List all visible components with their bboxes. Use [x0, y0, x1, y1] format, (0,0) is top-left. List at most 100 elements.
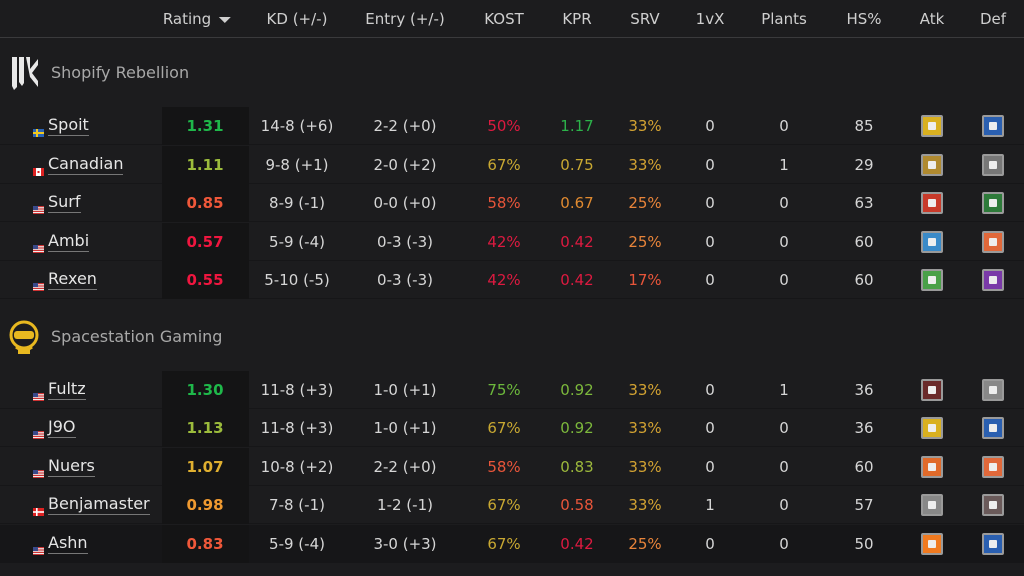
- srv-value: 25%: [628, 232, 662, 251]
- attack-operator-icon: [921, 230, 943, 253]
- column-label: Atk: [919, 10, 945, 28]
- defense-operator-icon: [982, 115, 1004, 137]
- rating-column-bg: [162, 409, 249, 447]
- rating-value: 1.13: [186, 419, 224, 437]
- flag-usa-icon: [33, 540, 44, 555]
- kd-value: 14-8 (+6): [260, 117, 334, 135]
- column-header-kpr[interactable]: KPR: [562, 10, 591, 28]
- player-row: J9O 1.13 11-8 (+3) 1-0 (+1) 0 0 36 67% 0.92 33%: [0, 409, 1024, 447]
- player-name-link[interactable]: Ashn: [48, 532, 88, 554]
- column-header-srv[interactable]: SRV: [630, 10, 659, 28]
- column-header-onevx[interactable]: 1vX: [696, 10, 725, 28]
- srv-value: 33%: [628, 419, 662, 437]
- kd-value: 5-9 (-4): [269, 232, 325, 251]
- kpr-value: 0.42: [560, 271, 594, 289]
- defense-operator-icon: [982, 230, 1004, 253]
- column-header-kost[interactable]: KOST: [484, 10, 524, 28]
- rating-column-bg: [162, 370, 249, 409]
- hs-value: 60: [854, 232, 874, 251]
- rating-column-bg: [162, 145, 249, 184]
- column-header-rating[interactable]: Rating: [163, 10, 232, 28]
- column-header-hs[interactable]: HS%: [846, 10, 881, 28]
- spacestation-gaming-logo: [8, 319, 40, 355]
- player-name-link[interactable]: Surf: [48, 192, 81, 213]
- team-name: Spacestation Gaming: [51, 326, 223, 346]
- kd-value: 5-9 (-4): [269, 534, 325, 553]
- kpr-value: 1.17: [560, 117, 594, 135]
- attack-operator-icon: [921, 192, 943, 214]
- onevx-value: 1: [705, 496, 715, 514]
- hs-value: 29: [854, 155, 874, 174]
- kpr-value: 0.42: [560, 534, 594, 553]
- rating-value: 0.83: [186, 534, 224, 553]
- column-label: KPR: [562, 10, 592, 28]
- kost-value: 67%: [487, 419, 521, 437]
- srv-value: 17%: [628, 271, 662, 289]
- rating-column-bg: [162, 184, 249, 222]
- plants-value: 0: [779, 194, 789, 212]
- team-name: Shopify Rebellion: [51, 63, 190, 82]
- kost-value: 67%: [487, 534, 521, 553]
- player-name-link[interactable]: Canadian: [48, 153, 124, 175]
- kpr-value: 0.58: [560, 496, 594, 514]
- defense-operator-icon: [982, 417, 1004, 439]
- attack-operator-icon: [921, 532, 943, 555]
- srv-value: 33%: [628, 117, 662, 135]
- rating-value: 0.98: [186, 496, 224, 514]
- flag-usa-icon: [33, 238, 44, 253]
- entry-value: 2-2 (+0): [373, 457, 437, 476]
- player-row: Spoit 1.31 14-8 (+6) 2-2 (+0) 0 0 85 50% 1.17 33…: [0, 107, 1024, 145]
- kd-value: 11-8 (+3): [260, 380, 334, 399]
- player-name-link[interactable]: Spoit: [48, 115, 89, 136]
- rating-column-bg: [162, 107, 249, 145]
- column-header-entry[interactable]: Entry (+/-): [365, 10, 444, 28]
- flag-usa-icon: [33, 424, 44, 439]
- column-header-plants[interactable]: Plants: [761, 10, 807, 28]
- column-header-kd[interactable]: KD (+/-): [267, 10, 328, 28]
- hs-value: 60: [854, 271, 874, 289]
- rating-value: 1.31: [186, 117, 224, 135]
- kd-value: 11-8 (+3): [260, 419, 334, 437]
- onevx-value: 0: [705, 534, 715, 553]
- column-label: SRV: [630, 10, 660, 28]
- column-header-def[interactable]: Def: [980, 10, 1006, 28]
- srv-value: 25%: [628, 194, 662, 212]
- srv-value: 33%: [628, 155, 662, 174]
- entry-value: 1-0 (+1): [373, 380, 437, 399]
- rating-column-bg: [162, 524, 249, 563]
- flag-canada-icon: [33, 161, 44, 176]
- plants-value: 1: [779, 380, 789, 399]
- team-header: Spacestation Gaming: [0, 303, 1024, 371]
- player-name-link[interactable]: Benjamaster: [48, 494, 150, 515]
- hs-value: 50: [854, 534, 874, 553]
- hs-value: 36: [854, 380, 874, 399]
- kost-value: 50%: [487, 117, 521, 135]
- kost-value: 58%: [487, 457, 521, 476]
- player-name-link[interactable]: Rexen: [48, 269, 97, 290]
- kd-value: 8-9 (-1): [269, 194, 325, 212]
- player-name-link[interactable]: Nuers: [48, 455, 95, 477]
- kd-value: 10-8 (+2): [260, 457, 334, 476]
- kost-value: 67%: [487, 155, 521, 174]
- srv-value: 33%: [628, 457, 662, 476]
- attack-operator-icon: [921, 455, 943, 478]
- kpr-value: 0.67: [560, 194, 594, 212]
- column-label: Def: [979, 10, 1007, 28]
- flag-usa-icon: [33, 386, 44, 401]
- entry-value: 3-0 (+3): [373, 534, 437, 553]
- rating-column-bg: [162, 486, 249, 524]
- rating-value: 1.11: [186, 155, 224, 174]
- sort-desc-icon[interactable]: [219, 16, 232, 23]
- player-name-link[interactable]: J9O: [48, 417, 76, 438]
- onevx-value: 0: [705, 155, 715, 174]
- attack-operator-icon: [921, 417, 943, 439]
- player-name-link[interactable]: Ambi: [48, 230, 90, 252]
- column-header-atk[interactable]: Atk: [920, 10, 945, 28]
- defense-operator-icon: [982, 153, 1004, 176]
- player-name-link[interactable]: Fultz: [48, 378, 86, 400]
- entry-value: 2-0 (+2): [373, 155, 437, 174]
- kost-value: 42%: [487, 271, 521, 289]
- hs-value: 63: [854, 194, 874, 212]
- hs-value: 36: [854, 419, 874, 437]
- kpr-value: 0.83: [560, 457, 594, 476]
